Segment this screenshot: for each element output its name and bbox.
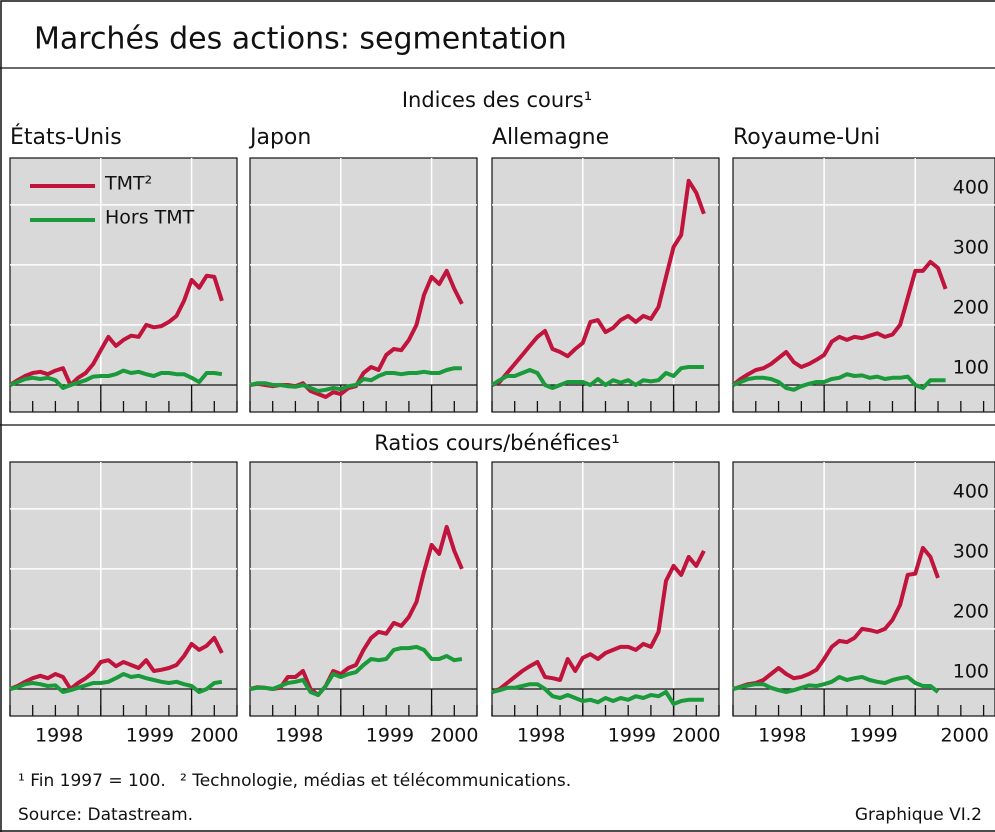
- series-line: [490, 365, 704, 390]
- panel-title: États-Unis: [10, 124, 122, 150]
- series-line: [491, 549, 706, 694]
- x-tick-label: 1998: [35, 725, 83, 747]
- x-tick-label: 1999: [608, 725, 656, 747]
- source: Source: Datastream.: [18, 805, 193, 825]
- series-line: [249, 524, 464, 697]
- x-tick-label: 1999: [126, 725, 174, 747]
- y-tick-label: 100: [953, 356, 989, 378]
- series-line: [491, 682, 704, 706]
- x-tick-label: 2000: [190, 725, 238, 747]
- section-title: Indices des cours¹: [402, 88, 592, 112]
- x-tick-label: 2000: [430, 725, 478, 747]
- y-tick-label: 400: [953, 176, 989, 198]
- x-tick-label: 1998: [517, 725, 565, 747]
- plot-area: [732, 157, 995, 413]
- series-line: [491, 178, 706, 387]
- plot-area: [249, 461, 478, 717]
- series-line: [9, 672, 223, 694]
- series-line: [732, 545, 940, 691]
- panel-title: Allemagne: [492, 125, 609, 150]
- figure-label: Graphique VI.2: [855, 805, 982, 825]
- series-line: [732, 675, 940, 694]
- series-line: [9, 368, 223, 390]
- footnote: ² Technologie, médias et télécommunicati…: [180, 771, 571, 791]
- plot-area: [491, 461, 720, 717]
- x-tick-label: 1999: [849, 725, 897, 747]
- panel-title: Japon: [248, 125, 311, 150]
- y-tick-label: 200: [953, 296, 989, 318]
- y-tick-label: 300: [953, 540, 989, 562]
- series-line: [8, 273, 224, 387]
- legend-label: Hors TMT: [105, 207, 195, 229]
- x-tick-label: 2000: [672, 725, 720, 747]
- panel-title: Royaume-Uni: [733, 125, 880, 150]
- y-tick-label: 200: [953, 600, 989, 622]
- x-tick-label: 2000: [940, 725, 988, 747]
- section-title: Ratios cours/bénéfices¹: [374, 431, 619, 455]
- plot-area: [732, 461, 995, 717]
- y-tick-label: 300: [953, 236, 989, 258]
- legend-label: TMT²: [104, 173, 152, 195]
- series-line: [731, 259, 948, 387]
- series-line: [9, 635, 224, 691]
- series-line: [249, 644, 463, 697]
- series-line: [732, 372, 946, 392]
- y-tick-label: 100: [953, 660, 989, 682]
- x-tick-label: 1998: [758, 725, 806, 747]
- y-tick-label: 400: [953, 480, 989, 502]
- footnote: ¹ Fin 1997 = 100.: [18, 771, 166, 791]
- series-line: [249, 366, 462, 393]
- x-tick-label: 1998: [275, 725, 323, 747]
- page-title: Marchés des actions: segmentation: [34, 22, 567, 57]
- x-tick-label: 1999: [366, 725, 414, 747]
